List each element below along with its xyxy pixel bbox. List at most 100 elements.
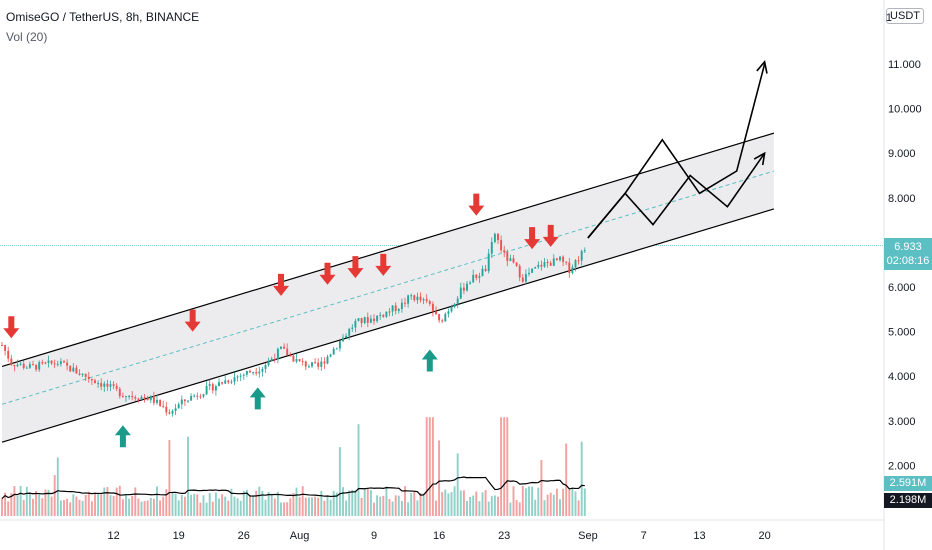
volume-bar — [462, 490, 465, 516]
candle-body — [183, 399, 186, 402]
volume-indicator-label[interactable]: Vol (20) — [6, 30, 48, 44]
candle-body — [400, 302, 403, 309]
volume-bar — [583, 488, 586, 516]
candle-body — [466, 283, 468, 291]
x-tick-label: 26 — [238, 530, 250, 542]
candle-body — [134, 397, 137, 399]
candle-body — [289, 355, 292, 357]
sell-marker-arrow — [319, 262, 336, 285]
candle-body — [286, 348, 289, 356]
candle-body — [28, 364, 31, 368]
candle-body — [562, 256, 565, 262]
volume-bar — [345, 500, 348, 516]
volume-bar — [571, 487, 574, 516]
volume-bar — [131, 495, 134, 516]
volume-bar — [125, 493, 127, 516]
volume-bar — [75, 496, 78, 516]
volume-bar — [369, 490, 372, 516]
volume-bar — [270, 493, 273, 516]
volume-bar — [301, 486, 304, 516]
candle-body — [193, 395, 196, 397]
candle-body — [236, 376, 239, 378]
volume-bar — [224, 496, 227, 516]
channel-upper-line — [1, 132, 775, 367]
volume-bar — [10, 493, 13, 516]
candle-body — [270, 358, 273, 361]
candle-body — [360, 318, 363, 324]
volume-bar — [205, 502, 208, 516]
volume-bar — [472, 495, 475, 516]
candle-body — [462, 287, 465, 291]
candle-body — [81, 373, 84, 375]
volume-bar — [388, 498, 391, 516]
candle-body — [363, 317, 366, 324]
volume-bar — [577, 500, 580, 516]
volume-bar — [503, 417, 506, 516]
volume-bar — [379, 496, 382, 516]
volume-bar — [13, 486, 16, 516]
volume-bar — [230, 488, 233, 516]
volume-bar — [459, 490, 462, 516]
candle-body — [25, 367, 28, 369]
volume-bar — [342, 487, 344, 516]
volume-bar — [382, 495, 385, 516]
candle-body — [311, 362, 313, 367]
candle-body — [16, 364, 19, 367]
volume-bar — [84, 494, 87, 516]
candle-body — [168, 412, 171, 414]
volume-bar — [16, 495, 19, 516]
candle-body — [342, 337, 344, 342]
candle-body — [59, 361, 62, 364]
volume-bar — [106, 487, 109, 516]
candle-body — [112, 384, 115, 386]
candle-body — [574, 260, 577, 268]
candle-body — [87, 376, 90, 379]
volume-bar — [497, 496, 499, 516]
candle-body — [252, 372, 255, 374]
volume-bar — [546, 494, 549, 516]
candle-body — [484, 268, 487, 272]
currency-unit-label[interactable]: USDT — [886, 8, 924, 24]
volume-bar — [143, 500, 146, 516]
candle-body — [509, 258, 512, 261]
candlesticks — [1, 232, 586, 417]
volume-bar — [562, 488, 565, 516]
candle-body — [413, 295, 416, 301]
candle-body — [19, 363, 22, 365]
volume-bar — [304, 497, 307, 516]
candle-body — [497, 233, 499, 241]
candle-body — [35, 364, 38, 370]
volume-bar — [481, 492, 484, 516]
candle-body — [580, 251, 583, 261]
volume-bar — [528, 486, 530, 516]
volume-bar — [208, 492, 211, 516]
volume-bar — [428, 417, 431, 516]
candle-body — [397, 308, 400, 311]
candle-body — [143, 396, 146, 398]
x-tick-label: 23 — [498, 530, 510, 542]
volume-bar — [540, 460, 543, 516]
candle-body — [388, 311, 391, 313]
volume-bar — [41, 498, 44, 516]
volume-bar — [317, 497, 320, 516]
candle-body — [335, 348, 338, 350]
candle-body — [177, 404, 180, 409]
candle-body — [379, 314, 382, 316]
volume-bar — [416, 500, 419, 516]
candle-body — [490, 241, 493, 254]
volume-ma-line — [1, 476, 585, 499]
candle-body — [531, 268, 534, 273]
candle-body — [180, 399, 183, 405]
candle-body — [438, 314, 441, 321]
candle-body — [165, 406, 168, 413]
volume-bar — [410, 492, 413, 516]
candle-body — [162, 405, 165, 407]
candle-body — [125, 396, 127, 398]
candle-body — [94, 380, 96, 384]
volume-bar — [357, 424, 360, 516]
candle-body — [366, 317, 369, 323]
candle-body — [273, 358, 276, 360]
volume-ma-badge: 2.198M — [884, 493, 932, 508]
sell-marker-arrow — [468, 193, 485, 216]
